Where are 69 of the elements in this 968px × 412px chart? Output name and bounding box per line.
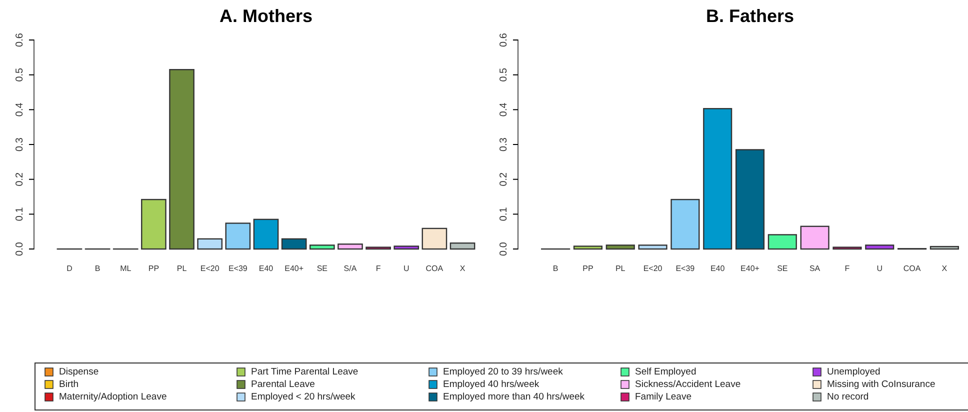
- legend-label: Birth: [59, 379, 79, 390]
- x-tick-label: U: [403, 264, 410, 273]
- x-tick-label: F: [376, 264, 381, 273]
- bar: [800, 226, 830, 250]
- x-tick-label: X: [942, 264, 948, 273]
- y-tick-label: 0.1: [498, 206, 510, 222]
- legend-label: Employed < 20 hrs/week: [251, 392, 356, 403]
- x-tick-label: SE: [316, 264, 328, 273]
- legend-label: Employed more than 40 hrs/week: [443, 392, 585, 403]
- x-tick-label: E40+: [284, 264, 304, 273]
- x-tick-label: E<39: [228, 264, 248, 273]
- legend-label: Missing with CoInsurance: [827, 379, 936, 390]
- x-tick-label: SE: [777, 264, 788, 273]
- bar: [735, 149, 765, 250]
- y-tick-label: 0.2: [14, 172, 26, 186]
- x-tick-label: ML: [120, 264, 132, 273]
- x-tick-label: COA: [903, 264, 922, 273]
- x-tick-label: E40+: [740, 264, 760, 273]
- y-tick-label: 0.1: [14, 206, 26, 222]
- bar: [670, 198, 700, 250]
- x-tick-label: PL: [176, 264, 188, 273]
- x-tick-label: PP: [148, 264, 160, 273]
- x-tick-label: COA: [426, 264, 444, 273]
- legend-label: Dispense: [59, 366, 99, 378]
- legend-label: No record: [827, 392, 869, 403]
- x-tick-label: PL: [615, 264, 626, 273]
- legend-label: Family Leave: [635, 392, 692, 403]
- y-tick-label: 0.3: [498, 137, 510, 152]
- x-tick-label: B: [94, 264, 100, 273]
- x-tick-label: B: [552, 264, 558, 273]
- chart-title: B. Fathers: [706, 6, 794, 26]
- x-tick-label: SA: [809, 264, 821, 273]
- bar: [573, 246, 602, 250]
- legend-label: Employed 20 to 39 hrs/week: [443, 366, 564, 378]
- y-tick-label: 0.3: [14, 137, 26, 152]
- x-tick-label: U: [876, 264, 883, 273]
- x-tick-label: D: [66, 264, 73, 273]
- x-tick-label: E40: [710, 264, 726, 273]
- x-tick-label: F: [844, 264, 850, 273]
- legend-label: Parental Leave: [251, 379, 315, 390]
- x-tick-label: E<39: [676, 264, 696, 273]
- legend-label: Sickness/Accident Leave: [635, 379, 741, 390]
- y-tick-label: 0.4: [498, 102, 510, 117]
- chart-title: A. Mothers: [219, 6, 313, 26]
- x-tick-label: E40: [258, 264, 274, 273]
- bar: [638, 244, 668, 250]
- legend-label: Part Time Parental Leave: [251, 366, 358, 378]
- bar: [768, 234, 797, 250]
- y-tick-label: 0.0: [14, 242, 26, 256]
- y-tick-label: 0.0: [498, 242, 510, 256]
- y-tick-label: 0.2: [498, 172, 510, 186]
- y-tick-label: 0.5: [14, 67, 26, 82]
- bar: [865, 244, 894, 250]
- bar: [703, 108, 732, 250]
- legend-label: Unemployed: [827, 366, 880, 378]
- y-tick-label: 0.5: [498, 67, 510, 82]
- y-tick-label: 0.6: [498, 32, 510, 47]
- x-tick-label: S/A: [344, 264, 358, 273]
- y-tick-label: 0.6: [14, 32, 26, 47]
- legend-label: Self Employed: [635, 366, 696, 378]
- legend-label: Maternity/Adoption Leave: [59, 392, 167, 403]
- bar: [606, 244, 635, 250]
- bar: [930, 246, 959, 250]
- x-tick-label: E<20: [200, 264, 220, 273]
- y-tick-label: 0.4: [14, 102, 26, 117]
- x-tick-label: PP: [582, 264, 594, 273]
- x-tick-label: E<20: [643, 264, 663, 273]
- legend-label: Employed 40 hrs/week: [443, 379, 540, 390]
- x-tick-label: X: [460, 264, 466, 273]
